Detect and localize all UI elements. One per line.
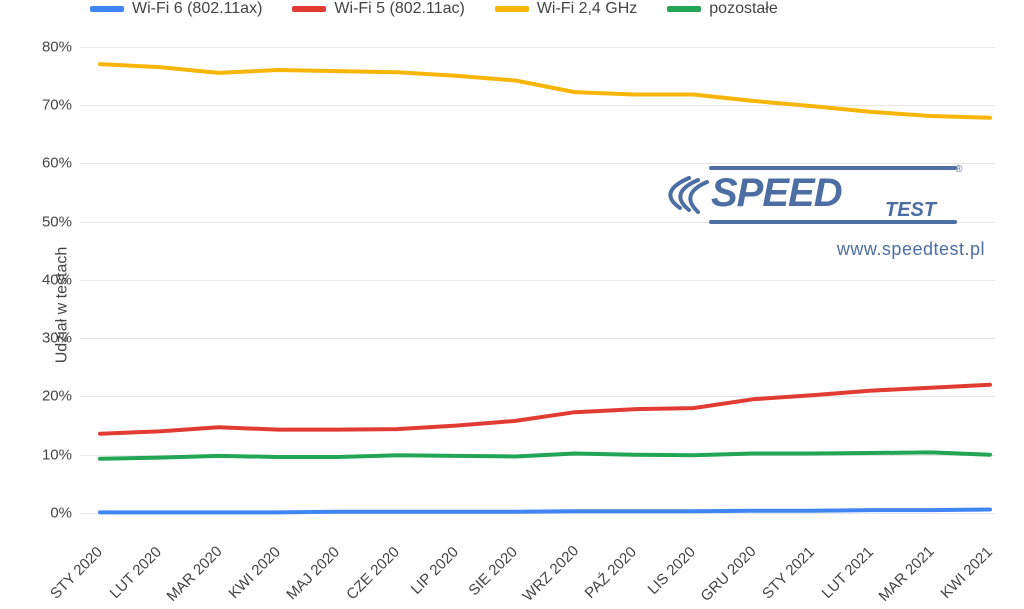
y-tick-label: 50% (42, 213, 72, 230)
series-line (100, 510, 990, 513)
chart-legend: Wi-Fi 6 (802.11ax) Wi-Fi 5 (802.11ac) Wi… (90, 0, 778, 18)
y-tick-label: 80% (42, 38, 72, 55)
y-tick-label: 0% (50, 505, 72, 522)
legend-item-other: pozostałe (667, 0, 778, 18)
y-tick-label: 60% (42, 155, 72, 172)
legend-swatch (90, 6, 124, 12)
legend-label: Wi-Fi 6 (802.11ax) (132, 0, 262, 18)
x-axis-ticks: STY 2020LUT 2020MAR 2020KWI 2020MAJ 2020… (80, 513, 995, 603)
legend-label: pozostałe (709, 0, 778, 18)
chart-lines-svg (80, 35, 995, 513)
legend-item-wifi24: Wi-Fi 2,4 GHz (495, 0, 637, 18)
x-tick-label: LIS 2020 (638, 543, 700, 605)
x-tick-label: STY 2020 (44, 543, 106, 605)
line-chart: Wi-Fi 6 (802.11ax) Wi-Fi 5 (802.11ac) Wi… (0, 0, 1024, 609)
legend-label: Wi-Fi 5 (802.11ac) (334, 0, 464, 18)
y-tick-label: 10% (42, 446, 72, 463)
x-tick-label: MAJ 2020 (282, 543, 344, 605)
series-line (100, 64, 990, 118)
series-line (100, 385, 990, 434)
legend-label: Wi-Fi 2,4 GHz (537, 0, 637, 18)
series-line (100, 452, 990, 458)
x-tick-label: LUT 2020 (104, 543, 166, 605)
x-tick-label: CZE 2020 (341, 543, 403, 605)
x-tick-label: WRZ 2020 (519, 543, 581, 605)
x-tick-label: LUT 2021 (816, 543, 878, 605)
plot-area: SPEED TEST ® www.speedtest.pl 0%10%20%30… (80, 35, 995, 513)
y-tick-label: 40% (42, 271, 72, 288)
legend-item-wifi5: Wi-Fi 5 (802.11ac) (292, 0, 464, 18)
x-tick-label: MAR 2020 (163, 543, 225, 605)
y-tick-label: 20% (42, 388, 72, 405)
x-tick-label: KWI 2021 (934, 543, 996, 605)
x-tick-label: SIE 2020 (460, 543, 522, 605)
x-tick-label: MAR 2021 (875, 543, 937, 605)
x-tick-label: KWI 2020 (222, 543, 284, 605)
x-tick-label: GRU 2020 (697, 543, 759, 605)
x-tick-label: STY 2021 (756, 543, 818, 605)
legend-swatch (292, 6, 326, 12)
x-tick-label: LIP 2020 (400, 543, 462, 605)
legend-item-wifi6: Wi-Fi 6 (802.11ax) (90, 0, 262, 18)
legend-swatch (495, 6, 529, 12)
legend-swatch (667, 6, 701, 12)
y-tick-label: 70% (42, 96, 72, 113)
y-tick-label: 30% (42, 330, 72, 347)
x-tick-label: PAŹ 2020 (578, 543, 640, 605)
